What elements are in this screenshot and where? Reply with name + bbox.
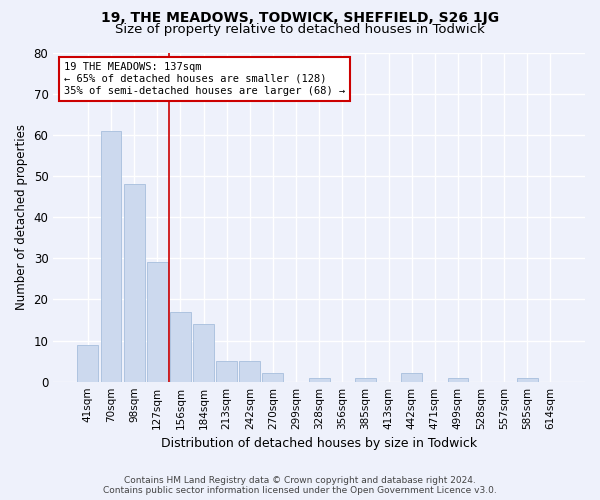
Bar	[517, 378, 538, 382]
Bar	[216, 361, 237, 382]
Bar	[124, 184, 145, 382]
Bar	[239, 361, 260, 382]
Text: 19 THE MEADOWS: 137sqm
← 65% of detached houses are smaller (128)
35% of semi-de: 19 THE MEADOWS: 137sqm ← 65% of detached…	[64, 62, 345, 96]
X-axis label: Distribution of detached houses by size in Todwick: Distribution of detached houses by size …	[161, 437, 477, 450]
Bar	[309, 378, 329, 382]
Text: 19, THE MEADOWS, TODWICK, SHEFFIELD, S26 1JG: 19, THE MEADOWS, TODWICK, SHEFFIELD, S26…	[101, 11, 499, 25]
Bar	[355, 378, 376, 382]
Bar	[170, 312, 191, 382]
Bar	[147, 262, 167, 382]
Bar	[448, 378, 469, 382]
Bar	[193, 324, 214, 382]
Text: Size of property relative to detached houses in Todwick: Size of property relative to detached ho…	[115, 22, 485, 36]
Y-axis label: Number of detached properties: Number of detached properties	[15, 124, 28, 310]
Bar	[401, 374, 422, 382]
Bar	[77, 344, 98, 382]
Bar	[262, 374, 283, 382]
Bar	[101, 130, 121, 382]
Text: Contains HM Land Registry data © Crown copyright and database right 2024.
Contai: Contains HM Land Registry data © Crown c…	[103, 476, 497, 495]
